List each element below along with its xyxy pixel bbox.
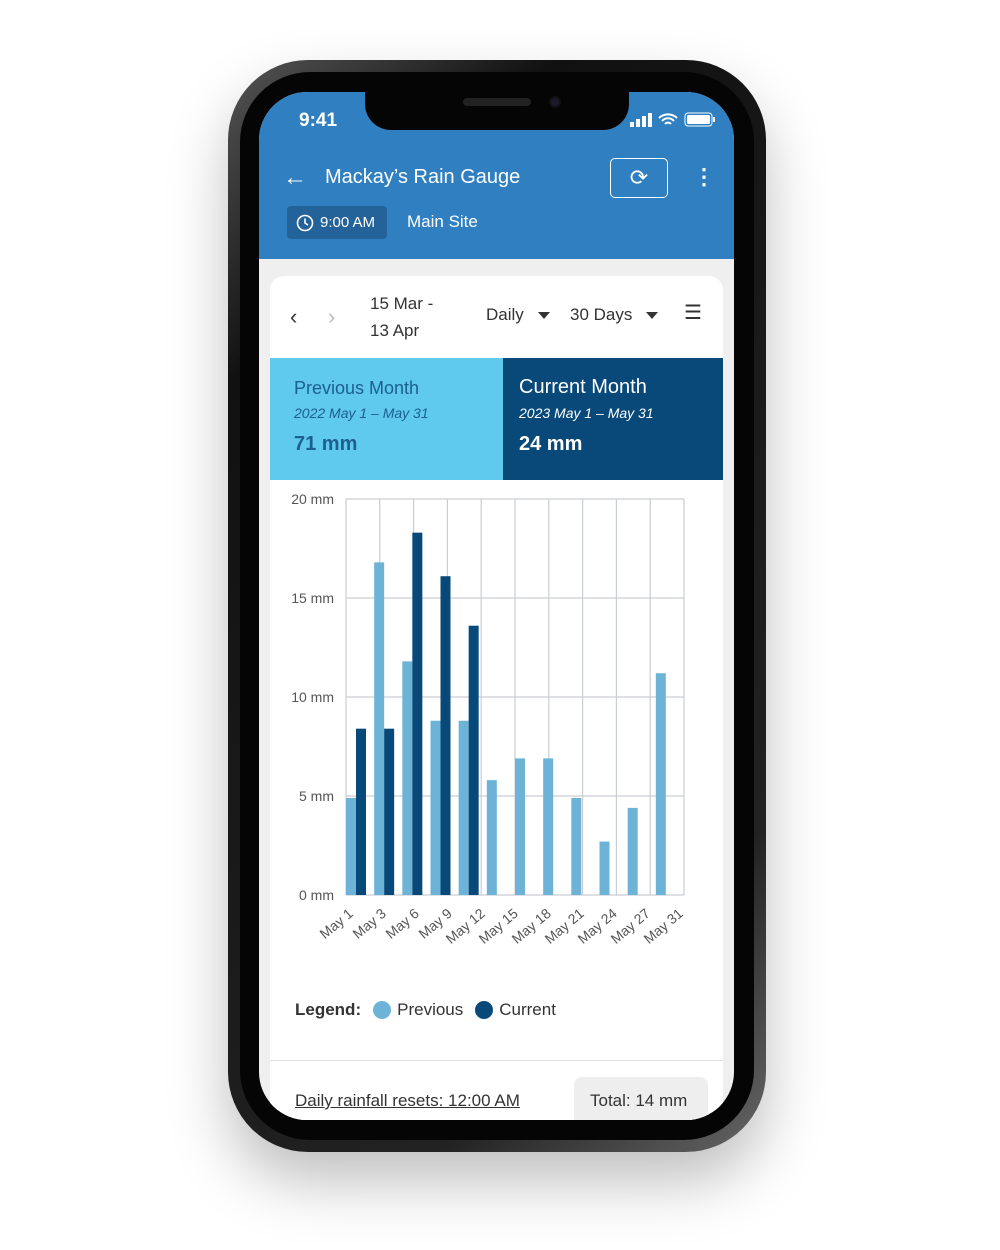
notch	[365, 80, 629, 130]
refresh-button[interactable]: ⟳	[610, 158, 668, 198]
y-tick-label: 15 mm	[291, 590, 334, 606]
total-badge: Total: 14 mm	[574, 1077, 708, 1120]
x-tick-label: May 3	[349, 905, 389, 942]
list-view-icon[interactable]: ☰	[684, 302, 702, 324]
legend-title: Legend:	[295, 1000, 362, 1019]
footer: Daily rainfall resets: 12:00 AM Total: 1…	[270, 1060, 723, 1120]
legend-current: Current	[499, 1000, 556, 1019]
app-header: 9:41 ← Mackay’s Rain Gauge ⟳ ⋮ 9:00 AM M…	[259, 92, 734, 259]
bar-current	[468, 625, 479, 895]
date-range: 15 Mar -13 Apr	[370, 294, 434, 340]
bar-previous	[515, 758, 525, 895]
site-name[interactable]: Main Site	[407, 212, 478, 231]
chevron-down-icon	[646, 312, 659, 320]
current-month-summary: Current Month 2023 May 1 – May 31 24 mm	[503, 358, 723, 480]
bar-previous	[571, 797, 582, 895]
legend: Legend: Previous Current	[295, 1000, 556, 1020]
interval-dropdown[interactable]: Daily	[486, 305, 550, 325]
refresh-icon: ⟳	[629, 165, 649, 190]
status-time: 9:41	[299, 110, 338, 131]
page-title: Mackay’s Rain Gauge	[325, 166, 521, 188]
previous-month-summary: Previous Month 2022 May 1 – May 31 71 mm	[270, 358, 503, 480]
legend-current-swatch	[475, 1001, 494, 1019]
period-dropdown[interactable]: 30 Days	[570, 305, 659, 325]
clock-icon	[296, 214, 314, 231]
bar-previous	[458, 720, 469, 895]
y-tick-label: 5 mm	[299, 788, 334, 804]
bar-previous	[655, 673, 666, 895]
bar-previous	[486, 780, 497, 895]
x-tick-label: May 1	[316, 905, 356, 942]
x-tick-label: May 6	[382, 905, 422, 942]
more-options-icon[interactable]: ⋮	[693, 164, 715, 189]
reading-time-chip[interactable]: 9:00 AM	[287, 206, 387, 239]
bar-current	[412, 532, 423, 895]
bar-previous	[402, 661, 413, 895]
bar-previous	[374, 562, 385, 895]
back-arrow-icon[interactable]: ←	[283, 164, 307, 191]
signal-icon	[630, 112, 652, 127]
next-period-button[interactable]: ›	[328, 304, 336, 329]
bar-previous	[599, 841, 610, 895]
y-tick-label: 20 mm	[291, 491, 334, 507]
bar-current	[384, 728, 395, 895]
rainfall-card: ‹ › 15 Mar -13 Apr Daily 30 Days ☰ Previ…	[270, 276, 723, 1120]
bar-current	[356, 728, 366, 895]
screen: 9:41 ← Mackay’s Rain Gauge ⟳ ⋮ 9:00 AM M…	[259, 92, 734, 1120]
bar-current	[440, 576, 451, 895]
reset-time-link[interactable]: Daily rainfall resets: 12:00 AM	[295, 1091, 520, 1110]
bar-previous	[346, 797, 356, 895]
status-icons	[630, 112, 716, 127]
y-tick-label: 10 mm	[291, 689, 334, 705]
battery-icon	[684, 112, 715, 127]
reading-time: 9:00 AM	[320, 214, 376, 231]
camera-icon	[549, 96, 561, 108]
chevron-down-icon	[537, 312, 550, 320]
previous-period-button[interactable]: ‹	[290, 304, 298, 329]
bar-previous	[430, 720, 441, 895]
legend-previous-swatch	[373, 1001, 392, 1019]
y-tick-label: 0 mm	[299, 887, 334, 903]
wifi-icon	[658, 112, 678, 125]
bar-previous	[627, 807, 638, 895]
legend-previous: Previous	[397, 1000, 464, 1019]
bar-previous	[543, 758, 554, 895]
